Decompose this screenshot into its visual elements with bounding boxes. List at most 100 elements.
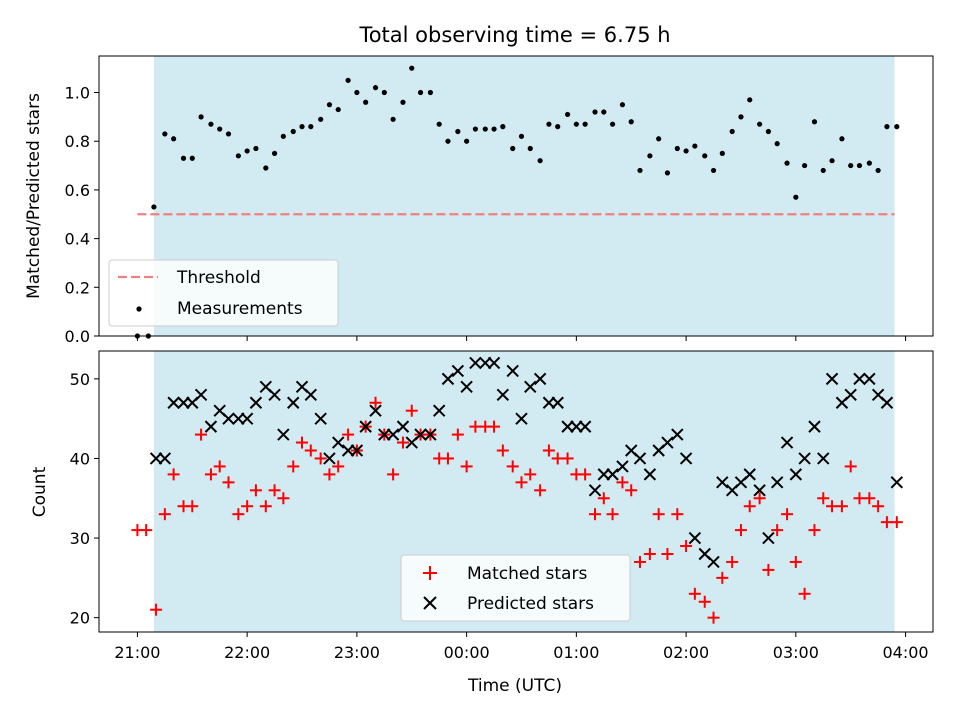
predicted-star-marker (515, 412, 528, 425)
measurement-point (757, 121, 763, 127)
measurement-point (683, 148, 689, 154)
measurement-point (354, 89, 360, 96)
predicted-star-marker (853, 372, 866, 386)
bottom-panel: 20 30 40 50 21:00 22:00 23:00 00:00 01:00 02:00 0… (30, 350, 934, 696)
measurement-point (829, 158, 835, 164)
measurement-point (427, 89, 434, 96)
matched-star-marker (698, 595, 711, 608)
measurement-point (390, 116, 396, 122)
matched-star-marker (496, 444, 509, 457)
matched-star-marker (204, 468, 217, 481)
measurement-point (856, 162, 863, 169)
matched-star-marker (186, 500, 199, 513)
matched-star-marker (561, 452, 574, 465)
matched-star-marker (460, 460, 473, 473)
measurement-point (217, 126, 223, 132)
measurement-point (436, 121, 442, 127)
matched-star-marker (323, 468, 336, 481)
predicted-star-marker (890, 476, 903, 489)
measurement-point (482, 126, 488, 132)
measurement-point (774, 141, 780, 147)
measurement-point (793, 194, 799, 200)
matched-star-marker (743, 500, 756, 513)
predicted-star-marker (441, 372, 455, 386)
predicted-star-marker (880, 396, 894, 409)
predicted-star-marker (661, 436, 674, 449)
predicted-star-marker (268, 388, 281, 401)
predicted-star-marker (414, 428, 427, 441)
x-tick-label: 02:00 (663, 643, 709, 662)
predicted-star-marker (479, 356, 492, 370)
predicted-star-marker (817, 452, 830, 465)
matched-star-marker (259, 500, 272, 513)
measurement-point (811, 119, 818, 125)
matched-star-marker (405, 404, 418, 417)
predicted-star-marker (287, 396, 300, 409)
top-y-axis-label: Matched/Predicted stars (24, 93, 44, 299)
matched-star-marker (140, 524, 153, 537)
predicted-star-marker (149, 452, 163, 465)
measurement-point (765, 128, 771, 135)
predicted-star-marker (451, 364, 465, 378)
measurement-point (455, 128, 461, 135)
predicted-star-marker (158, 452, 172, 465)
matched-star-marker (222, 476, 235, 489)
predicted-star-marker (542, 396, 556, 409)
matched-star-marker (506, 460, 519, 473)
measurement-point (702, 153, 708, 159)
predicted-star-marker (341, 444, 355, 457)
count-points (131, 356, 903, 624)
y-tick-label: 0.6 (65, 181, 90, 200)
predicted-star-marker (770, 476, 784, 489)
predicted-star-marker (844, 388, 857, 401)
predicted-star-marker (460, 380, 473, 394)
x-tick-label: 22:00 (224, 643, 270, 662)
bottom-x-ticks: 21:00 22:00 23:00 00:00 01:00 02:00 03:00 04:00 (114, 632, 929, 662)
predicted-star-marker (249, 396, 263, 409)
measurement-point (381, 89, 387, 96)
measurement-point (820, 167, 826, 174)
measurement-point (280, 133, 286, 139)
y-tick-label: 40 (70, 449, 90, 468)
measurement-point (710, 167, 717, 174)
matched-star-marker (688, 587, 701, 600)
matched-star-marker (707, 611, 720, 624)
matched-star-marker (342, 428, 355, 441)
measurement-point (464, 138, 470, 144)
predicted-star-marker (561, 420, 574, 433)
y-tick-label: 0.2 (65, 278, 90, 297)
top-x-ticks (136, 336, 907, 341)
predicted-star-marker (487, 356, 501, 370)
predicted-star-marker (314, 412, 327, 425)
predicted-star-marker (597, 468, 610, 481)
predicted-star-marker (743, 468, 756, 481)
predicted-star-marker (386, 428, 400, 441)
matched-star-marker (734, 524, 747, 537)
matched-star-marker (652, 508, 665, 521)
measurement-point (500, 124, 506, 130)
measurement-point (299, 124, 305, 130)
measurement-points (134, 65, 900, 339)
measurement-point (151, 204, 157, 210)
matched-star-marker (314, 452, 327, 465)
predicted-star-marker (496, 388, 510, 401)
measurement-point (802, 162, 808, 169)
measurement-point (592, 109, 598, 115)
y-tick-label: 0.4 (65, 230, 90, 249)
predicted-star-marker (323, 452, 336, 465)
predicted-star-marker (570, 420, 583, 433)
top-panel: 0.0 0.2 0.4 0.6 0.8 1.0 Matched/Predicted sta… (24, 55, 934, 346)
bottom-axes-frame (98, 350, 934, 633)
measurement-point (637, 167, 643, 174)
measurement-point (445, 138, 451, 144)
measurement-point (664, 170, 671, 176)
matched-star-marker (890, 516, 903, 529)
predicted-star-marker (232, 412, 245, 425)
measurement-point (417, 89, 424, 96)
top-axes-frame (98, 55, 934, 337)
matched-star-marker (158, 508, 171, 521)
measurement-point (198, 114, 204, 120)
predicted-star-marker (863, 372, 876, 386)
measurement-point (263, 165, 269, 171)
